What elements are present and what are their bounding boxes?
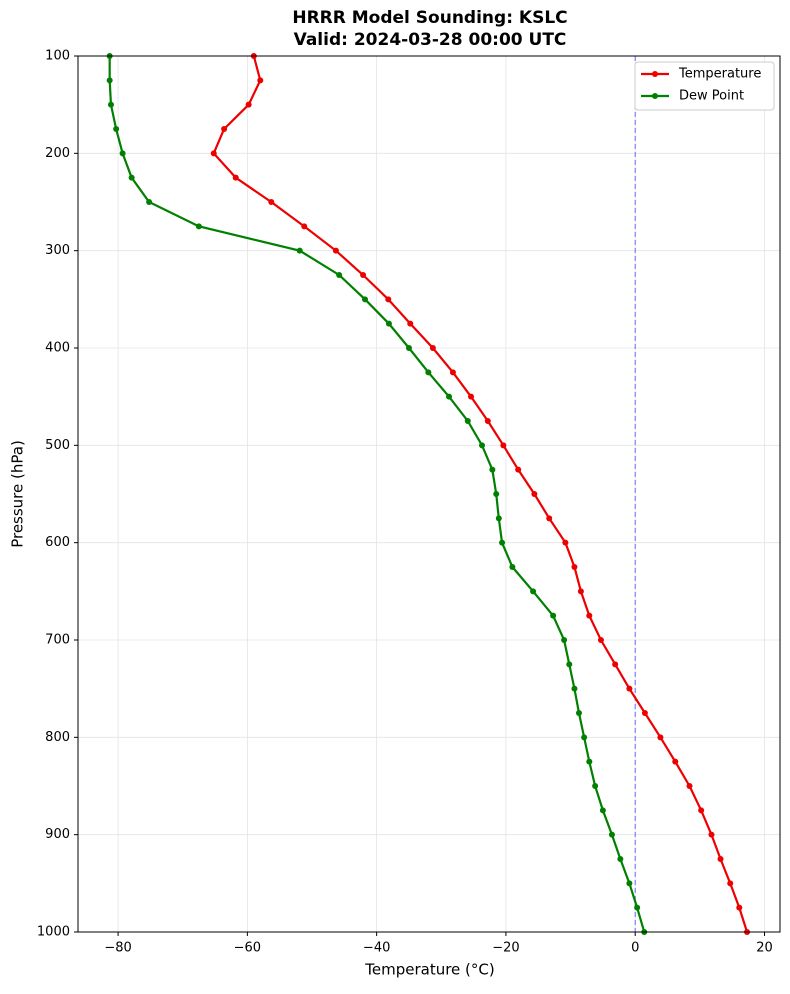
data-point <box>385 296 392 303</box>
x-tick-label: −20 <box>492 941 519 956</box>
data-point <box>495 515 502 522</box>
data-point <box>736 904 743 911</box>
data-point <box>332 247 339 254</box>
data-point <box>210 150 217 157</box>
data-point <box>626 685 633 692</box>
data-point <box>577 588 584 595</box>
data-point <box>531 491 538 497</box>
x-tick-label: −40 <box>363 941 390 956</box>
data-point <box>385 320 392 327</box>
data-point <box>562 539 569 546</box>
plot-frame <box>77 55 781 933</box>
data-point <box>468 393 475 400</box>
data-point <box>221 126 228 132</box>
y-tick-label: 700 <box>45 633 70 648</box>
data-point <box>626 880 633 887</box>
data-point <box>727 880 734 887</box>
data-point <box>509 564 516 570</box>
data-point <box>464 418 471 424</box>
data-point <box>268 199 275 205</box>
data-point <box>708 831 715 838</box>
x-axis-label: Temperature (°C) <box>364 961 494 979</box>
data-point <box>232 174 239 181</box>
y-tick-label: 600 <box>45 535 70 550</box>
y-tick-label: 1000 <box>37 925 70 940</box>
data-point <box>617 856 624 862</box>
y-tick-label: 200 <box>45 146 70 161</box>
data-point <box>500 442 507 449</box>
data-point <box>407 320 414 327</box>
data-point <box>301 223 308 230</box>
data-point <box>107 101 114 108</box>
data-point <box>586 758 593 765</box>
y-tick-label: 500 <box>45 438 70 453</box>
data-point <box>449 369 456 376</box>
data-point <box>698 807 705 814</box>
data-point <box>597 637 604 643</box>
data-point <box>336 272 343 278</box>
data-point <box>405 345 412 351</box>
legend-label: Dew Point <box>679 89 744 104</box>
data-point <box>360 272 367 278</box>
data-point <box>245 101 252 108</box>
x-tick-label: 0 <box>631 941 639 956</box>
y-tick-label: 300 <box>45 243 70 258</box>
data-point <box>113 126 120 132</box>
data-point <box>717 856 724 862</box>
chart-subtitle: Valid: 2024-03-28 00:00 UTC <box>294 30 567 50</box>
data-point <box>561 637 568 643</box>
y-tick-label: 900 <box>45 827 70 842</box>
legend-marker <box>652 93 658 99</box>
data-point <box>515 466 522 473</box>
legend-box <box>634 61 775 111</box>
data-point <box>686 783 693 789</box>
data-point <box>599 807 606 814</box>
chart-title: HRRR Model Sounding: KSLC <box>292 8 567 28</box>
data-point <box>479 442 486 449</box>
data-point <box>530 588 537 595</box>
data-point <box>586 612 593 619</box>
y-tick-label: 800 <box>45 730 70 745</box>
data-point <box>592 783 599 789</box>
y-tick-label: 100 <box>45 49 70 64</box>
data-point <box>499 539 506 546</box>
data-point <box>146 199 153 205</box>
data-point <box>493 491 500 497</box>
data-point <box>425 369 432 376</box>
data-point <box>566 661 573 668</box>
data-point <box>657 734 664 741</box>
legend: Temperature Dew Point <box>634 61 775 111</box>
data-point <box>546 515 553 522</box>
x-tick-label: −60 <box>234 941 261 956</box>
data-point <box>575 710 582 716</box>
data-point <box>446 393 453 400</box>
data-point <box>429 345 436 351</box>
data-point <box>608 831 615 838</box>
y-tick-label: 400 <box>45 341 70 356</box>
data-point <box>257 77 264 84</box>
data-point <box>362 296 369 303</box>
data-point <box>634 904 641 911</box>
legend-label: Temperature <box>678 67 761 82</box>
data-point <box>489 466 496 473</box>
data-point <box>128 174 135 181</box>
data-point <box>581 734 588 741</box>
data-point <box>571 564 578 570</box>
data-point <box>571 685 578 692</box>
y-axis-label: Pressure (hPa) <box>9 440 27 548</box>
x-tick-label: −80 <box>104 941 131 956</box>
data-point <box>106 77 113 84</box>
data-point <box>195 223 202 230</box>
series-line <box>212 55 749 933</box>
x-tick-label: 20 <box>756 941 773 956</box>
data-point <box>672 758 679 765</box>
data-point <box>484 418 491 424</box>
data-point <box>641 710 648 716</box>
data-point <box>119 150 126 157</box>
legend-marker <box>652 71 658 77</box>
data-point <box>550 612 557 619</box>
data-point <box>612 661 619 668</box>
data-point <box>296 247 303 254</box>
